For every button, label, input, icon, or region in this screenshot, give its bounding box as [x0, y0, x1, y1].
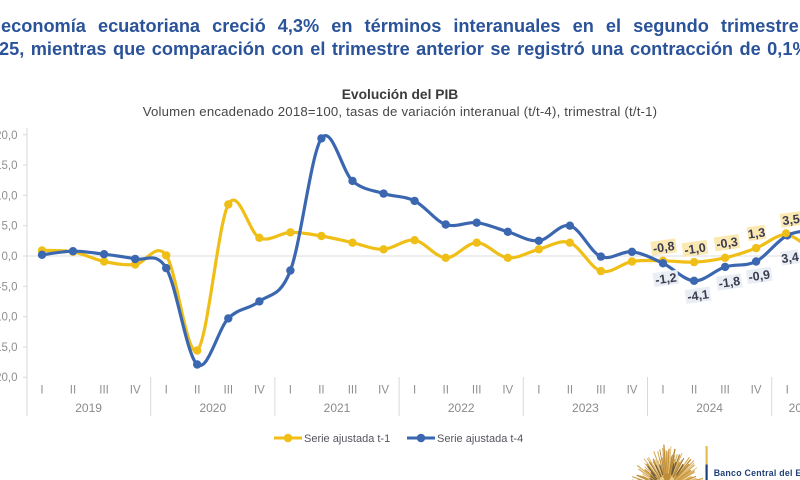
svg-text:10,0: 10,0	[0, 190, 18, 202]
svg-text:-5,0: -5,0	[0, 281, 18, 293]
svg-text:2024: 2024	[696, 401, 723, 415]
svg-text:Serie ajustada t-4: Serie ajustada t-4	[437, 433, 523, 445]
svg-text:III: III	[348, 385, 358, 397]
svg-text:IV: IV	[627, 385, 638, 397]
svg-text:IV: IV	[130, 385, 141, 397]
svg-text:3,5: 3,5	[781, 212, 800, 228]
svg-text:-1,2: -1,2	[654, 270, 677, 287]
svg-text:II: II	[443, 385, 449, 397]
svg-text:2022: 2022	[448, 401, 475, 415]
svg-text:-0,9: -0,9	[748, 268, 771, 285]
svg-text:IV: IV	[254, 385, 265, 397]
svg-text:III: III	[472, 385, 482, 397]
svg-text:IV: IV	[378, 385, 389, 397]
svg-text:I: I	[289, 385, 292, 397]
svg-text:III: III	[224, 385, 234, 397]
svg-text:2019: 2019	[75, 401, 102, 415]
svg-text:I: I	[165, 385, 168, 397]
svg-text:-0,8: -0,8	[652, 239, 675, 256]
svg-text:I: I	[661, 385, 664, 397]
svg-text:1,3: 1,3	[747, 225, 766, 241]
svg-text:0,0: 0,0	[2, 251, 18, 263]
svg-text:15,0: 15,0	[0, 160, 18, 172]
svg-text:IV: IV	[502, 385, 513, 397]
svg-text:2023: 2023	[572, 401, 599, 415]
svg-text:2021: 2021	[324, 401, 351, 415]
svg-text:II: II	[691, 385, 697, 397]
svg-text:20,0: 20,0	[0, 130, 18, 142]
svg-text:III: III	[99, 385, 109, 397]
svg-text:2020: 2020	[199, 401, 226, 415]
svg-text:Banco Central del Ecuador: Banco Central del Ecuador	[714, 468, 800, 478]
svg-text:I: I	[413, 385, 416, 397]
svg-text:III: III	[720, 385, 730, 397]
svg-text:II: II	[318, 385, 324, 397]
svg-text:III: III	[596, 385, 606, 397]
svg-text:II: II	[70, 385, 76, 397]
svg-text:-1,0: -1,0	[683, 241, 706, 258]
svg-text:3,4: 3,4	[780, 250, 799, 266]
svg-text:IV: IV	[751, 385, 762, 397]
svg-text:Serie ajustada t-1: Serie ajustada t-1	[304, 433, 390, 445]
svg-text:I: I	[786, 385, 789, 397]
svg-text:I: I	[40, 385, 43, 397]
svg-text:II: II	[194, 385, 200, 397]
svg-text:I: I	[537, 385, 540, 397]
svg-text:-0,3: -0,3	[715, 235, 738, 252]
svg-text:-1,8: -1,8	[718, 274, 741, 291]
svg-text:5,0: 5,0	[2, 221, 18, 233]
svg-text:2025: 2025	[789, 401, 800, 415]
svg-text:-15,0: -15,0	[0, 342, 18, 354]
svg-text:-10,0: -10,0	[0, 312, 18, 324]
svg-text:II: II	[567, 385, 573, 397]
svg-text:-4,1: -4,1	[686, 287, 709, 304]
svg-text:-20,0: -20,0	[0, 372, 18, 384]
